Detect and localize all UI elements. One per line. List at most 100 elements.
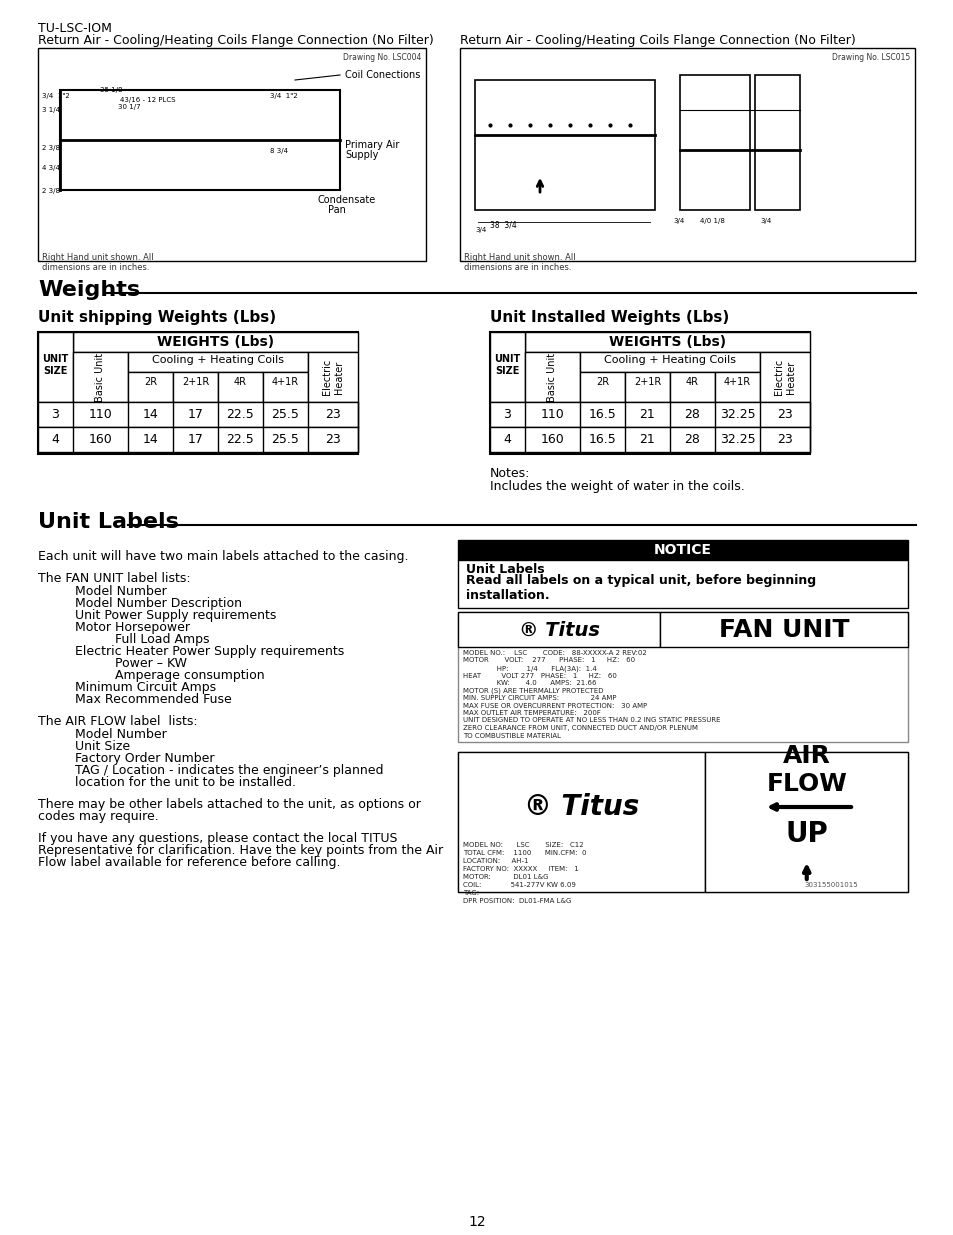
Text: 3/4  1"2: 3/4 1"2	[270, 93, 297, 99]
Text: 23: 23	[325, 408, 340, 421]
Text: 30 1/7: 30 1/7	[118, 104, 140, 110]
Text: Includes the weight of water in the coils.: Includes the weight of water in the coil…	[490, 480, 744, 493]
Text: 16.5: 16.5	[588, 408, 616, 421]
Text: The FAN UNIT label lists:: The FAN UNIT label lists:	[38, 572, 191, 585]
Text: Read all labels on a typical unit, before beginning
installation.: Read all labels on a typical unit, befor…	[465, 574, 815, 601]
Bar	[457, 752, 705, 892]
Text: 2R: 2R	[144, 377, 157, 387]
Text: 22.5: 22.5	[227, 408, 254, 421]
Text: 4 3/4: 4 3/4	[42, 165, 60, 170]
Text: 3: 3	[503, 408, 511, 421]
Text: COIL:             541-277V KW 6.09: COIL: 541-277V KW 6.09	[462, 882, 576, 888]
Text: There may be other labels attached to the unit, as options or: There may be other labels attached to th…	[38, 798, 420, 811]
Text: Max Recommended Fuse: Max Recommended Fuse	[75, 693, 232, 706]
Text: Supply: Supply	[345, 149, 378, 161]
Text: 22.5: 22.5	[227, 433, 254, 446]
Text: 25.5: 25.5	[272, 433, 299, 446]
Text: codes may require.: codes may require.	[38, 810, 158, 823]
Text: Representative for clarification. Have the key points from the Air: Representative for clarification. Have t…	[38, 844, 442, 857]
Bar	[659, 613, 907, 647]
Text: Unit Labels: Unit Labels	[38, 513, 179, 532]
Text: The AIR FLOW label  lists:: The AIR FLOW label lists:	[38, 715, 197, 727]
Text: WEIGHTS (Lbs): WEIGHTS (Lbs)	[608, 335, 725, 350]
Text: Electric
Heater: Electric Heater	[322, 359, 343, 395]
Text: 3/4: 3/4	[760, 219, 770, 224]
Text: MODEL NO.:    LSC       CODE:   88-XXXXX-A 2 REV:02: MODEL NO.: LSC CODE: 88-XXXXX-A 2 REV:02	[462, 650, 646, 656]
Bar	[457, 613, 907, 742]
Text: MAX FUSE OR OVERCURRENT PROTECTION:   30 AMP: MAX FUSE OR OVERCURRENT PROTECTION: 30 A…	[462, 703, 646, 709]
Text: 4R: 4R	[233, 377, 247, 387]
Text: LOCATION:     AH-1: LOCATION: AH-1	[462, 858, 528, 864]
Text: Unit Labels: Unit Labels	[465, 563, 544, 576]
Bar	[457, 613, 659, 647]
Text: 35 1/8: 35 1/8	[100, 86, 122, 93]
Text: Power – KW: Power – KW	[115, 657, 187, 671]
Text: 110: 110	[89, 408, 112, 421]
Text: Return Air - Cooling/Heating Coils Flange Connection (No Filter): Return Air - Cooling/Heating Coils Flang…	[459, 35, 855, 47]
Bar	[457, 752, 907, 892]
Text: 38  3/4: 38 3/4	[490, 220, 517, 228]
Bar	[128, 372, 172, 403]
Text: MOTOR:          DL01 L&G: MOTOR: DL01 L&G	[462, 874, 548, 881]
Text: Model Number: Model Number	[75, 727, 167, 741]
Text: KW:       4.0      AMPS:  21.66: KW: 4.0 AMPS: 21.66	[462, 680, 596, 685]
Text: Amperage consumption: Amperage consumption	[115, 669, 264, 682]
Text: HEAT         VOLT 277   PHASE:   1     HZ:   60: HEAT VOLT 277 PHASE: 1 HZ: 60	[462, 673, 617, 678]
Text: Unit Installed Weights (Lbs): Unit Installed Weights (Lbs)	[490, 310, 728, 325]
Bar	[490, 403, 809, 427]
Text: Right Hand unit shown. All
dimensions are in inches.: Right Hand unit shown. All dimensions ar…	[463, 253, 575, 273]
Bar	[218, 372, 263, 403]
Text: Notes:: Notes:	[490, 467, 530, 480]
Text: Minimum Circuit Amps: Minimum Circuit Amps	[75, 680, 216, 694]
Bar	[38, 403, 357, 427]
Text: 14: 14	[143, 433, 158, 446]
Text: 32.25: 32.25	[719, 408, 755, 421]
Text: 21: 21	[639, 408, 655, 421]
Text: TU-LSC-IOM: TU-LSC-IOM	[38, 22, 112, 35]
Bar	[524, 332, 809, 352]
Text: Right Hand unit shown. All
dimensions are in inches.: Right Hand unit shown. All dimensions ar…	[42, 253, 153, 273]
Text: 43/16 - 12 PLCS: 43/16 - 12 PLCS	[120, 98, 175, 103]
Bar	[760, 352, 809, 403]
Text: Flow label available for reference before calling.: Flow label available for reference befor…	[38, 856, 340, 869]
Text: 23: 23	[325, 433, 340, 446]
Bar	[490, 427, 809, 452]
Text: 160: 160	[89, 433, 112, 446]
Text: UP: UP	[784, 820, 827, 848]
Text: 160: 160	[540, 433, 564, 446]
Bar	[490, 332, 809, 454]
Bar	[73, 332, 357, 352]
Bar	[579, 372, 624, 403]
Text: MIN. SUPPLY CIRCUIT AMPS:              24 AMP: MIN. SUPPLY CIRCUIT AMPS: 24 AMP	[462, 695, 616, 701]
Text: Basic Unit: Basic Unit	[547, 352, 557, 401]
Bar	[172, 372, 218, 403]
Text: ® Titus: ® Titus	[523, 793, 639, 821]
Bar	[490, 332, 524, 403]
Text: 16.5: 16.5	[588, 433, 616, 446]
Text: UNIT
SIZE: UNIT SIZE	[42, 354, 69, 375]
Text: 3/4: 3/4	[672, 219, 683, 224]
Bar	[38, 332, 357, 454]
Text: MOTOR (S) ARE THERMALLY PROTECTED: MOTOR (S) ARE THERMALLY PROTECTED	[462, 688, 603, 694]
Text: 4+1R: 4+1R	[723, 377, 750, 387]
Text: DPR POSITION:  DL01-FMA L&G: DPR POSITION: DL01-FMA L&G	[462, 898, 571, 904]
Text: Primary Air: Primary Air	[345, 140, 399, 149]
Bar	[524, 352, 579, 403]
Bar	[38, 48, 426, 261]
Text: UNIT
SIZE: UNIT SIZE	[494, 354, 520, 375]
Text: Full Load Amps: Full Load Amps	[115, 634, 210, 646]
Bar	[457, 559, 907, 608]
Bar	[459, 48, 914, 261]
Text: 14: 14	[143, 408, 158, 421]
Bar	[38, 427, 357, 452]
Text: 3: 3	[51, 408, 59, 421]
Text: If you have any questions, please contact the local TITUS: If you have any questions, please contac…	[38, 832, 397, 845]
Text: Electric
Heater: Electric Heater	[774, 359, 795, 395]
Bar	[714, 372, 760, 403]
Bar	[624, 372, 669, 403]
Bar	[308, 352, 357, 403]
Text: Basic Unit: Basic Unit	[95, 352, 106, 401]
Text: Drawing No. LSC015: Drawing No. LSC015	[831, 53, 909, 62]
Bar	[38, 332, 73, 403]
Text: UNIT DESIGNED TO OPERATE AT NO LESS THAN 0.2 ING STATIC PRESSURE: UNIT DESIGNED TO OPERATE AT NO LESS THAN…	[462, 718, 720, 724]
